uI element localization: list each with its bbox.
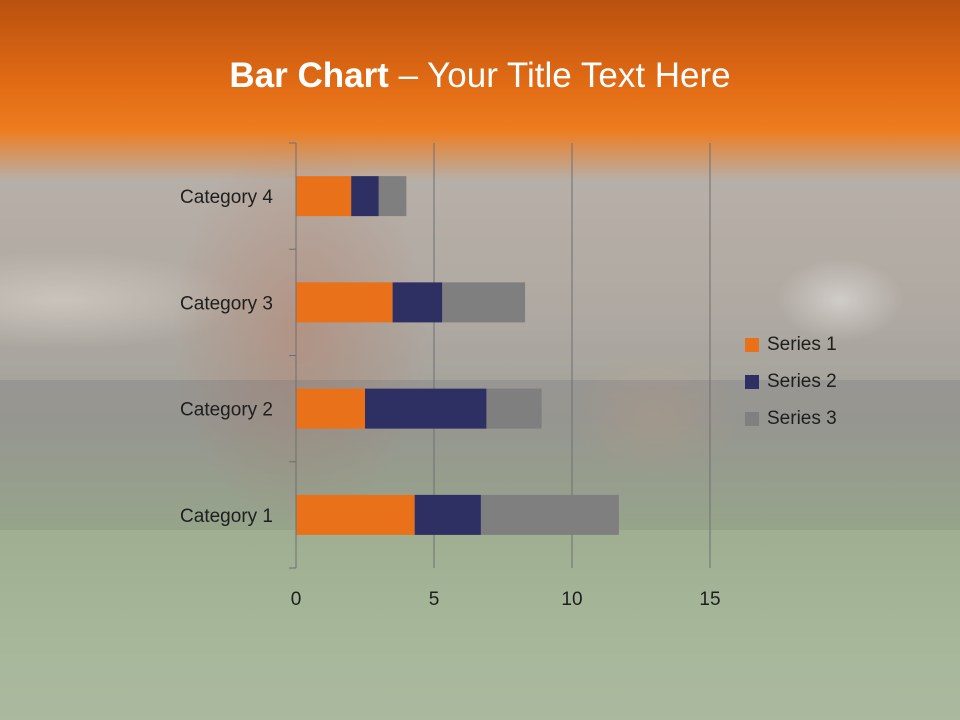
- legend-label: Series 2: [767, 370, 837, 392]
- legend-item: Series 3: [745, 400, 837, 437]
- chart-legend: Series 1 Series 2 Series 3: [745, 326, 837, 437]
- category-label: Category 4: [180, 187, 273, 208]
- bar-segment: [414, 494, 481, 535]
- bar-segment: [365, 388, 487, 429]
- x-tick-label: 0: [291, 589, 302, 610]
- legend-label: Series 3: [767, 407, 837, 429]
- bar-segment: [296, 494, 415, 535]
- title-rest-text: – Your Title Text Here: [388, 56, 731, 95]
- slide-title: Bar Chart – Your Title Text Here: [0, 52, 960, 100]
- bar-segment: [486, 388, 542, 429]
- x-tick-label: 10: [561, 589, 582, 610]
- bar-segment: [442, 282, 526, 323]
- axes: [289, 142, 297, 569]
- category-label: Category 3: [180, 293, 273, 314]
- legend-swatch: [745, 337, 759, 352]
- bar-segment: [296, 388, 365, 429]
- tick-labels: 0 5 10 15 Category 1 Category 2 Category 3 Cate…: [180, 187, 721, 610]
- title-banner: [0, 0, 960, 180]
- x-tick-label: 15: [699, 589, 720, 610]
- legend-item: Series 2: [745, 363, 837, 400]
- legend-label: Series 1: [767, 333, 837, 355]
- title-bold-text: Bar Chart: [229, 56, 389, 95]
- bar-segment: [392, 282, 443, 323]
- x-tick-label: 5: [429, 589, 440, 610]
- legend-swatch: [745, 374, 759, 389]
- bars: [296, 176, 619, 535]
- category-label: Category 2: [180, 400, 273, 421]
- bar-segment: [378, 176, 407, 217]
- bar-segment: [296, 176, 352, 217]
- bar-segment: [480, 494, 619, 535]
- legend-item: Series 1: [745, 326, 837, 363]
- bar-segment: [351, 176, 379, 217]
- legend-swatch: [745, 411, 759, 426]
- category-label: Category 1: [180, 506, 273, 527]
- bar-segment: [296, 282, 393, 323]
